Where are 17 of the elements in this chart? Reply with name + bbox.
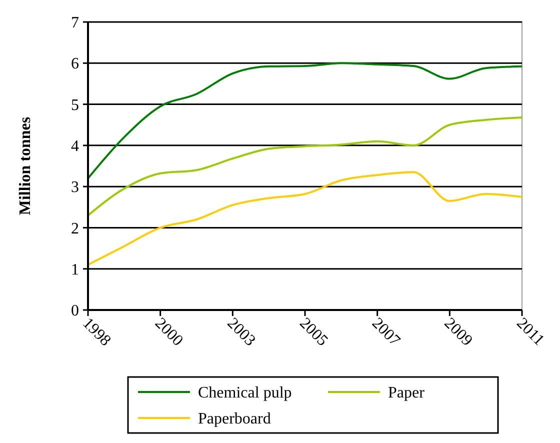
x-tick-label: 1998 <box>79 314 114 350</box>
line-series <box>87 116 523 216</box>
y-tick-label: 7 <box>71 14 79 32</box>
legend-label: Paper <box>388 384 426 402</box>
y-tick-label: 2 <box>71 220 79 238</box>
y-tick-label: 4 <box>71 138 79 156</box>
y-axis-title: Million tonnes <box>17 116 34 216</box>
y-tick-label: 5 <box>71 96 79 114</box>
y-tick-label: 1 <box>71 261 79 278</box>
y-tick-label: 6 <box>71 56 79 73</box>
y-tick-label: 0 <box>71 302 79 320</box>
y-tick-label: 3 <box>71 179 79 196</box>
legend-label: Paperboard <box>198 410 271 428</box>
legend-label: Chemical pulp <box>198 384 292 402</box>
line-series <box>87 171 523 266</box>
line-series <box>87 62 523 180</box>
x-tick-label: 2007 <box>368 314 404 350</box>
